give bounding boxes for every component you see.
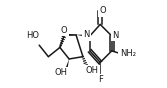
Text: O: O	[100, 6, 106, 15]
Text: OH: OH	[55, 68, 67, 77]
Text: N: N	[83, 30, 90, 39]
Text: F: F	[98, 75, 103, 84]
Polygon shape	[64, 59, 69, 72]
Polygon shape	[76, 34, 90, 37]
Text: N: N	[112, 31, 118, 40]
Text: OH: OH	[86, 66, 99, 75]
Text: O: O	[61, 26, 67, 35]
Text: HO: HO	[26, 31, 39, 40]
Text: NH₂: NH₂	[120, 49, 136, 58]
Polygon shape	[64, 33, 76, 36]
